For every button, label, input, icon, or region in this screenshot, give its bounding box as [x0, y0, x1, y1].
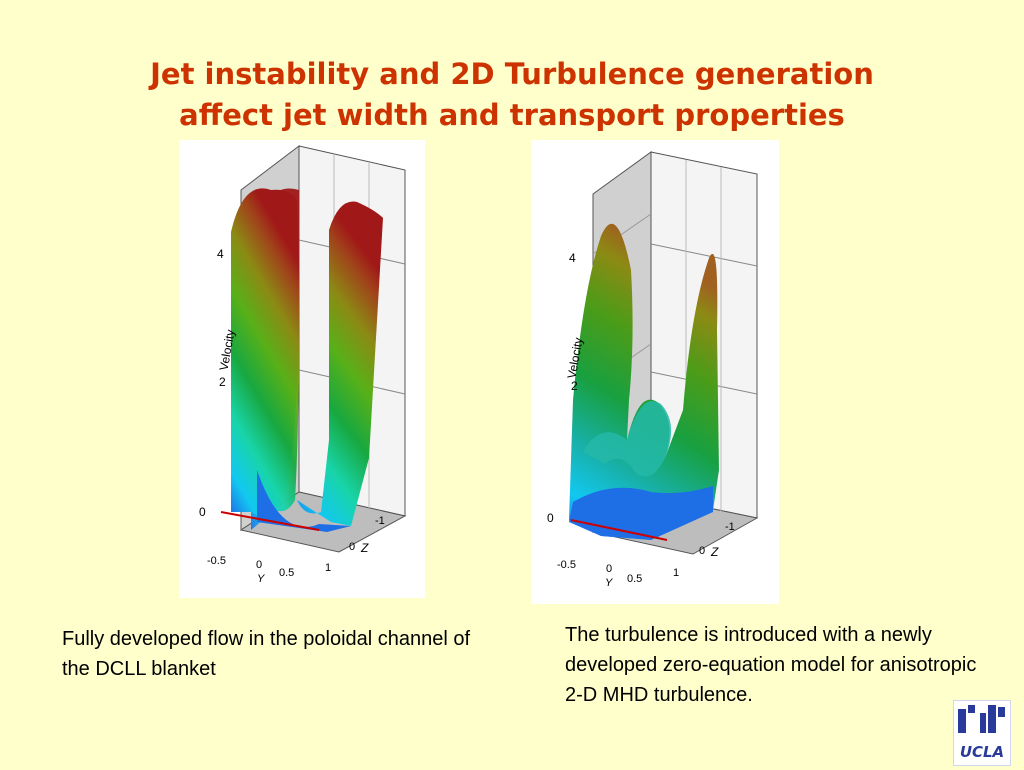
y-tick-1: 1 [673, 567, 679, 579]
svg-text:UCLA: UCLA [960, 743, 1004, 761]
y-axis-label: Y [257, 573, 265, 585]
y-tick-0-5: 0.5 [279, 567, 294, 579]
z-tick-minus-1: -1 [725, 521, 735, 533]
z-tick-minus-1: -1 [375, 515, 385, 527]
y-tick-0: 0 [256, 559, 262, 571]
velocity-tick-0: 0 [547, 511, 554, 525]
z-axis-label: Z [360, 541, 369, 555]
caption-turbulence-model: The turbulence is introduced with a newl… [565, 624, 977, 706]
velocity-plot-turbulent: 4 2 0 Velocity -0.5 0 0.5 1 Y -1 0 Z [531, 140, 779, 604]
z-tick-0: 0 [349, 541, 355, 553]
y-tick-minus-0-5: -0.5 [557, 559, 576, 571]
caption-laminar-flow: Fully developed flow in the poloidal cha… [62, 628, 471, 680]
y-axis-label: Y [605, 577, 613, 589]
slide-title: Jet instability and 2D Turbulence genera… [0, 54, 1024, 136]
velocity-tick-4: 4 [569, 251, 576, 265]
y-tick-0: 0 [606, 563, 612, 575]
velocity-tick-0: 0 [199, 505, 206, 519]
slide-title-line-1: Jet instability and 2D Turbulence genera… [150, 57, 874, 91]
velocity-plot-laminar: 4 2 0 Velocity -0.5 0 0.5 1 Y -1 0 Z [179, 140, 425, 598]
velocity-tick-2: 2 [219, 375, 226, 389]
z-tick-0: 0 [699, 545, 705, 557]
velocity-surface-turbulent-graphic: 4 2 0 Velocity -0.5 0 0.5 1 Y -1 0 Z [547, 151, 759, 589]
y-tick-0-5: 0.5 [627, 573, 642, 585]
z-axis-label: Z [710, 545, 719, 559]
y-tick-1: 1 [325, 562, 331, 574]
velocity-tick-2: 2 [571, 379, 578, 393]
slide-title-line-2: affect jet width and transport propertie… [179, 98, 845, 132]
velocity-tick-4: 4 [217, 247, 224, 261]
velocity-surface-laminar-graphic: 4 2 0 Velocity -0.5 0 0.5 1 Y -1 0 Z [199, 144, 407, 585]
ucla-logo-icon: UCLA [958, 705, 1006, 761]
ucla-logo: UCLA [953, 700, 1011, 766]
y-tick-minus-0-5: -0.5 [207, 555, 226, 567]
